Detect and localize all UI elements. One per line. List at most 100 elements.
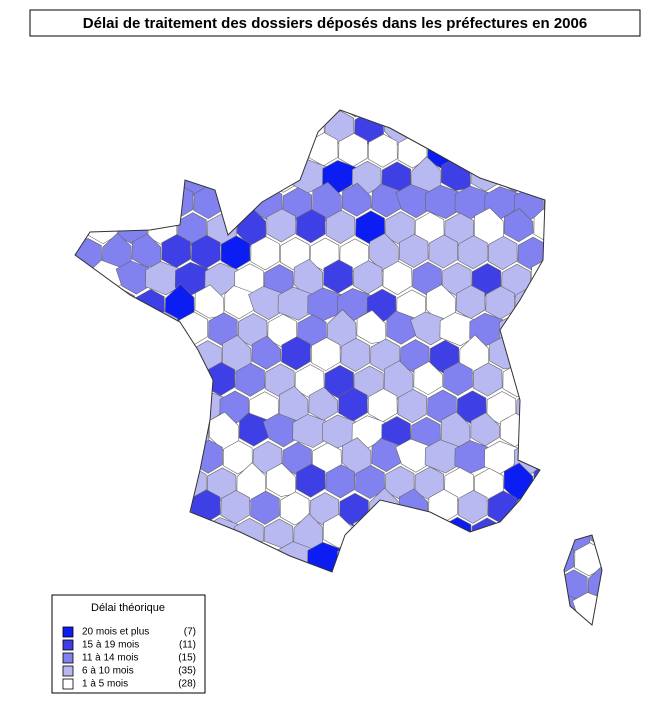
title: Délai de traitement des dossiers déposés…	[83, 15, 587, 32]
department	[352, 260, 383, 295]
department	[605, 289, 634, 322]
department	[485, 540, 515, 575]
department	[281, 590, 311, 625]
department	[396, 544, 426, 579]
department	[486, 136, 517, 171]
department	[116, 110, 147, 146]
department	[371, 437, 402, 472]
department	[296, 209, 326, 244]
department	[559, 414, 590, 449]
department	[543, 442, 574, 477]
department	[251, 110, 282, 116]
department	[162, 339, 193, 374]
department	[603, 438, 632, 471]
department	[323, 259, 353, 294]
department	[75, 131, 78, 166]
department	[266, 208, 297, 243]
legend-swatch	[62, 626, 74, 638]
department	[100, 133, 137, 168]
department	[249, 130, 279, 171]
legend-count: (15)	[178, 653, 196, 664]
department	[86, 365, 117, 400]
department	[618, 311, 647, 344]
department	[586, 464, 602, 499]
department	[116, 365, 147, 400]
department	[443, 110, 473, 142]
department	[146, 110, 177, 141]
department	[193, 439, 223, 474]
department	[336, 542, 373, 577]
department	[576, 238, 602, 273]
department	[429, 110, 460, 120]
department	[617, 211, 652, 244]
department	[77, 387, 107, 422]
department	[561, 364, 592, 399]
department	[338, 132, 368, 167]
department	[501, 518, 531, 553]
department	[340, 337, 371, 372]
title-box	[29, 9, 641, 37]
department	[573, 182, 602, 217]
department	[101, 493, 132, 528]
department	[267, 568, 297, 603]
department	[325, 209, 356, 244]
department	[130, 133, 167, 168]
department	[205, 110, 236, 142]
department	[45, 442, 74, 475]
department	[459, 595, 489, 625]
department	[75, 259, 92, 294]
department	[588, 309, 602, 350]
department	[590, 260, 602, 294]
department	[133, 438, 164, 473]
department	[310, 591, 341, 625]
department	[472, 362, 503, 397]
department	[590, 514, 602, 549]
department	[544, 541, 575, 576]
department	[311, 110, 341, 117]
department	[382, 515, 413, 550]
department	[620, 516, 649, 549]
legend-label: 1 à 5 mois	[82, 679, 128, 690]
department	[75, 159, 91, 194]
department	[516, 131, 547, 172]
department	[542, 110, 579, 117]
department	[413, 361, 444, 396]
department	[558, 314, 588, 349]
department	[547, 491, 577, 526]
department	[488, 589, 519, 625]
department	[91, 514, 122, 549]
department	[104, 182, 135, 217]
legend-swatch	[62, 665, 74, 677]
department	[235, 110, 266, 143]
department	[472, 110, 503, 142]
department	[147, 466, 178, 501]
department	[75, 237, 79, 272]
department	[120, 161, 151, 196]
department	[386, 565, 416, 600]
department	[75, 541, 76, 576]
department	[386, 310, 416, 345]
department	[105, 288, 136, 323]
department	[607, 233, 636, 272]
department	[574, 287, 602, 322]
legend-label: 15 à 19 mois	[82, 640, 139, 651]
department	[370, 110, 401, 118]
department	[264, 618, 295, 625]
department	[44, 337, 73, 370]
department	[603, 184, 632, 217]
department	[89, 309, 120, 350]
department	[135, 543, 165, 578]
france-outline	[74, 109, 603, 626]
department	[443, 361, 473, 396]
department	[572, 110, 602, 118]
department	[428, 234, 459, 269]
department	[500, 158, 530, 193]
department	[622, 621, 651, 654]
department	[75, 513, 92, 554]
department	[591, 365, 602, 400]
department	[601, 592, 602, 625]
department	[132, 338, 163, 373]
legend-label: 11 à 14 mois	[82, 653, 139, 664]
department	[542, 336, 579, 371]
department	[265, 110, 295, 143]
